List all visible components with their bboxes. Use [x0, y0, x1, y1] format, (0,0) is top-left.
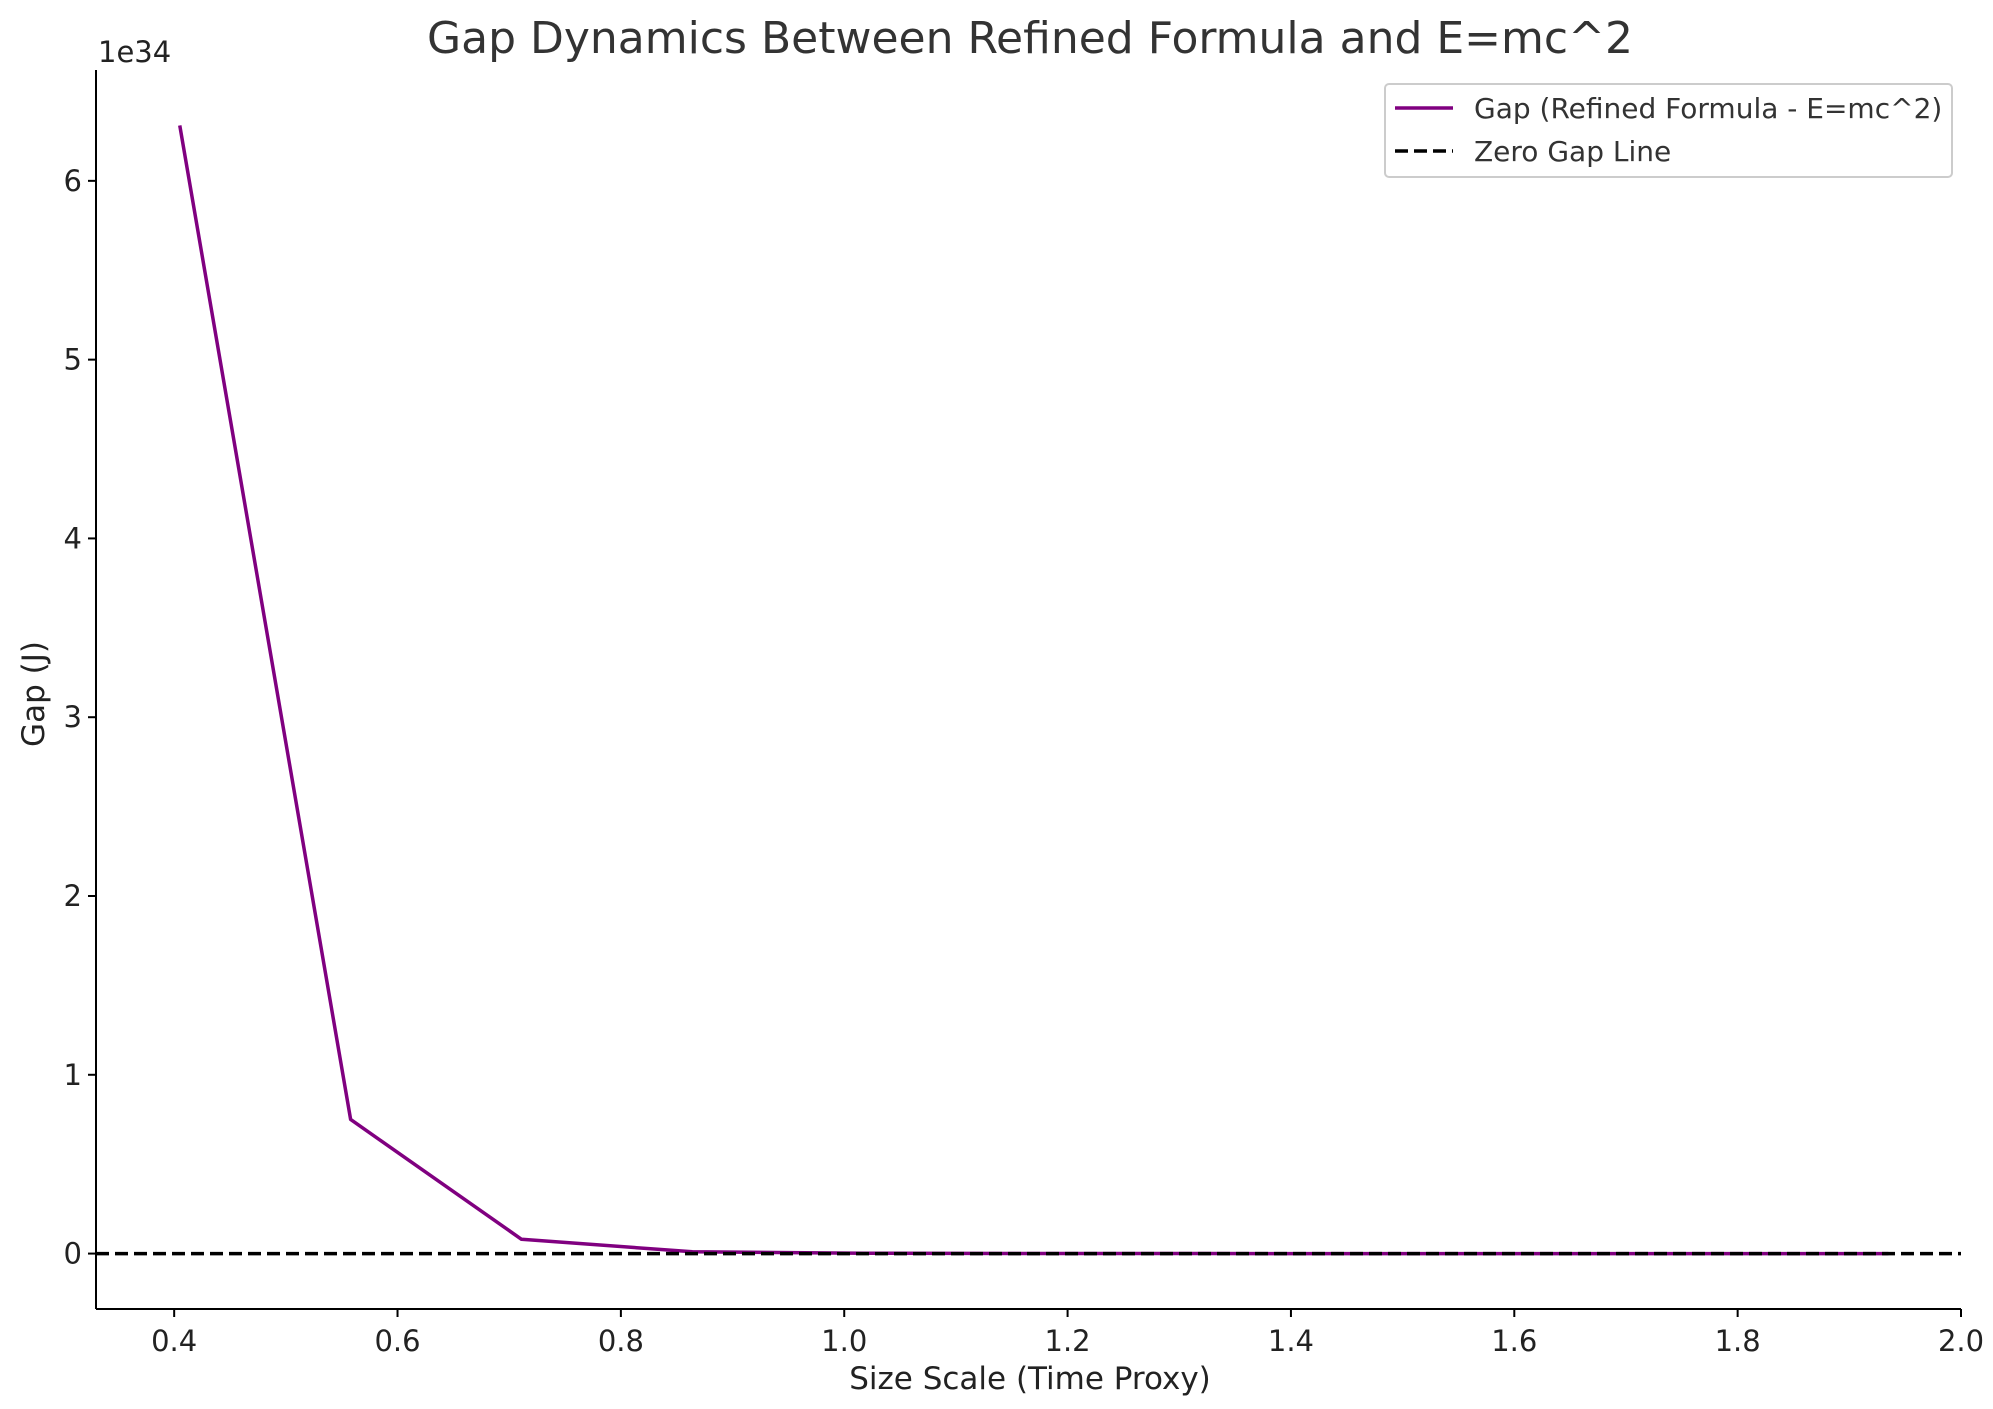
y-axis-ticks: 0 1 2 3 4 5 6: [64, 164, 96, 1271]
y-axis-offset-label: 1e34: [98, 35, 171, 69]
y-tick-label: 1: [64, 1058, 82, 1092]
legend-label-gap: Gap (Refined Formula - E=mc^2): [1474, 92, 1942, 125]
x-tick-label: 1.0: [821, 1324, 867, 1358]
x-tick-label: 1.6: [1491, 1324, 1537, 1358]
x-axis-label: Size Scale (Time Proxy): [849, 1361, 1211, 1397]
series-layer: [96, 125, 1961, 1256]
y-tick-label: 4: [64, 521, 82, 555]
x-tick-label: 0.8: [598, 1324, 644, 1358]
legend-label-zero-line: Zero Gap Line: [1474, 135, 1671, 168]
y-tick-label: 6: [64, 164, 82, 198]
x-tick-label: 1.2: [1045, 1324, 1091, 1358]
gap-series-line: [178, 125, 1889, 1256]
y-tick-label: 0: [64, 1237, 82, 1271]
chart-title: Gap Dynamics Between Refined Formula and…: [427, 13, 1633, 64]
x-tick-label: 1.4: [1268, 1324, 1314, 1358]
legend: Gap (Refined Formula - E=mc^2) Zero Gap …: [1384, 83, 1953, 178]
plot-area: 0.4 0.6 0.8 1.0 1.2 1.4 1.6 1.8 2.0 0 1 2 3 4 5 6: [64, 70, 1984, 1358]
y-tick-label: 5: [64, 343, 82, 377]
x-tick-label: 0.4: [151, 1324, 197, 1358]
y-axis-label: Gap (J): [16, 641, 52, 747]
x-tick-label: 0.6: [374, 1324, 420, 1358]
y-tick-label: 2: [64, 879, 82, 913]
y-tick-label: 3: [64, 700, 82, 734]
x-tick-label: 2.0: [1938, 1324, 1984, 1358]
x-axis-ticks: 0.4 0.6 0.8 1.0 1.2 1.4 1.6 1.8 2.0: [151, 1309, 1984, 1358]
x-tick-label: 1.8: [1715, 1324, 1761, 1358]
legend-box: [1384, 83, 1953, 178]
